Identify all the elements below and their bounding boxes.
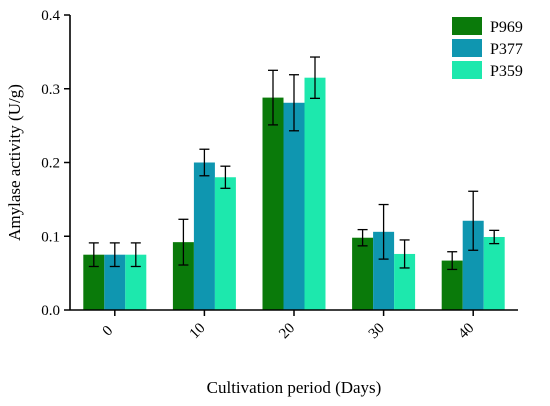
- bar-P969-40: [441, 260, 463, 310]
- bar-P359-10: [214, 177, 236, 310]
- bar-P969-10: [172, 242, 194, 310]
- bar-P377-0: [104, 254, 126, 310]
- y-axis-title: Amylase activity (U/g): [5, 84, 24, 241]
- x-tick-label: 10: [187, 320, 209, 342]
- bar-P969-20: [262, 97, 284, 310]
- bars-layer: [83, 77, 505, 310]
- y-tick-label: 0.2: [41, 156, 60, 172]
- bar-P359-0: [125, 254, 147, 310]
- bar-P377-20: [283, 102, 305, 310]
- x-tick-label: 0: [100, 323, 117, 340]
- error-bars-layer: [88, 56, 500, 271]
- y-ticks: 0.0 0.1 0.2 0.3 0.4: [41, 8, 70, 319]
- legend-label-P359: P359: [490, 63, 523, 80]
- x-tick-label: 30: [366, 320, 388, 342]
- x-ticks: 0 10 20 30 40: [100, 310, 477, 342]
- bar-P969-0: [83, 254, 105, 310]
- x-axis-title: Cultivation period (Days): [207, 378, 382, 397]
- bar-P377-10: [193, 162, 215, 310]
- bar-P359-40: [483, 236, 505, 310]
- legend-label-P969: P969: [490, 19, 523, 36]
- legend-swatch-P359: [452, 61, 482, 79]
- y-tick-label: 0.1: [41, 229, 60, 245]
- x-tick-label: 40: [455, 320, 477, 342]
- x-tick-label: 20: [276, 320, 298, 342]
- bar-P377-40: [462, 220, 484, 310]
- legend-swatch-P377: [452, 39, 482, 57]
- legend-swatch-P969: [452, 17, 482, 35]
- y-tick-label: 0.0: [41, 303, 60, 319]
- bar-P359-30: [394, 253, 416, 310]
- legend-label-P377: P377: [490, 41, 523, 58]
- y-tick-label: 0.4: [41, 8, 60, 24]
- legend: P969 P377 P359: [452, 17, 523, 80]
- bar-P377-30: [373, 231, 395, 310]
- bar-P969-30: [352, 237, 374, 310]
- y-tick-label: 0.3: [41, 82, 60, 98]
- bar-P359-20: [304, 77, 326, 310]
